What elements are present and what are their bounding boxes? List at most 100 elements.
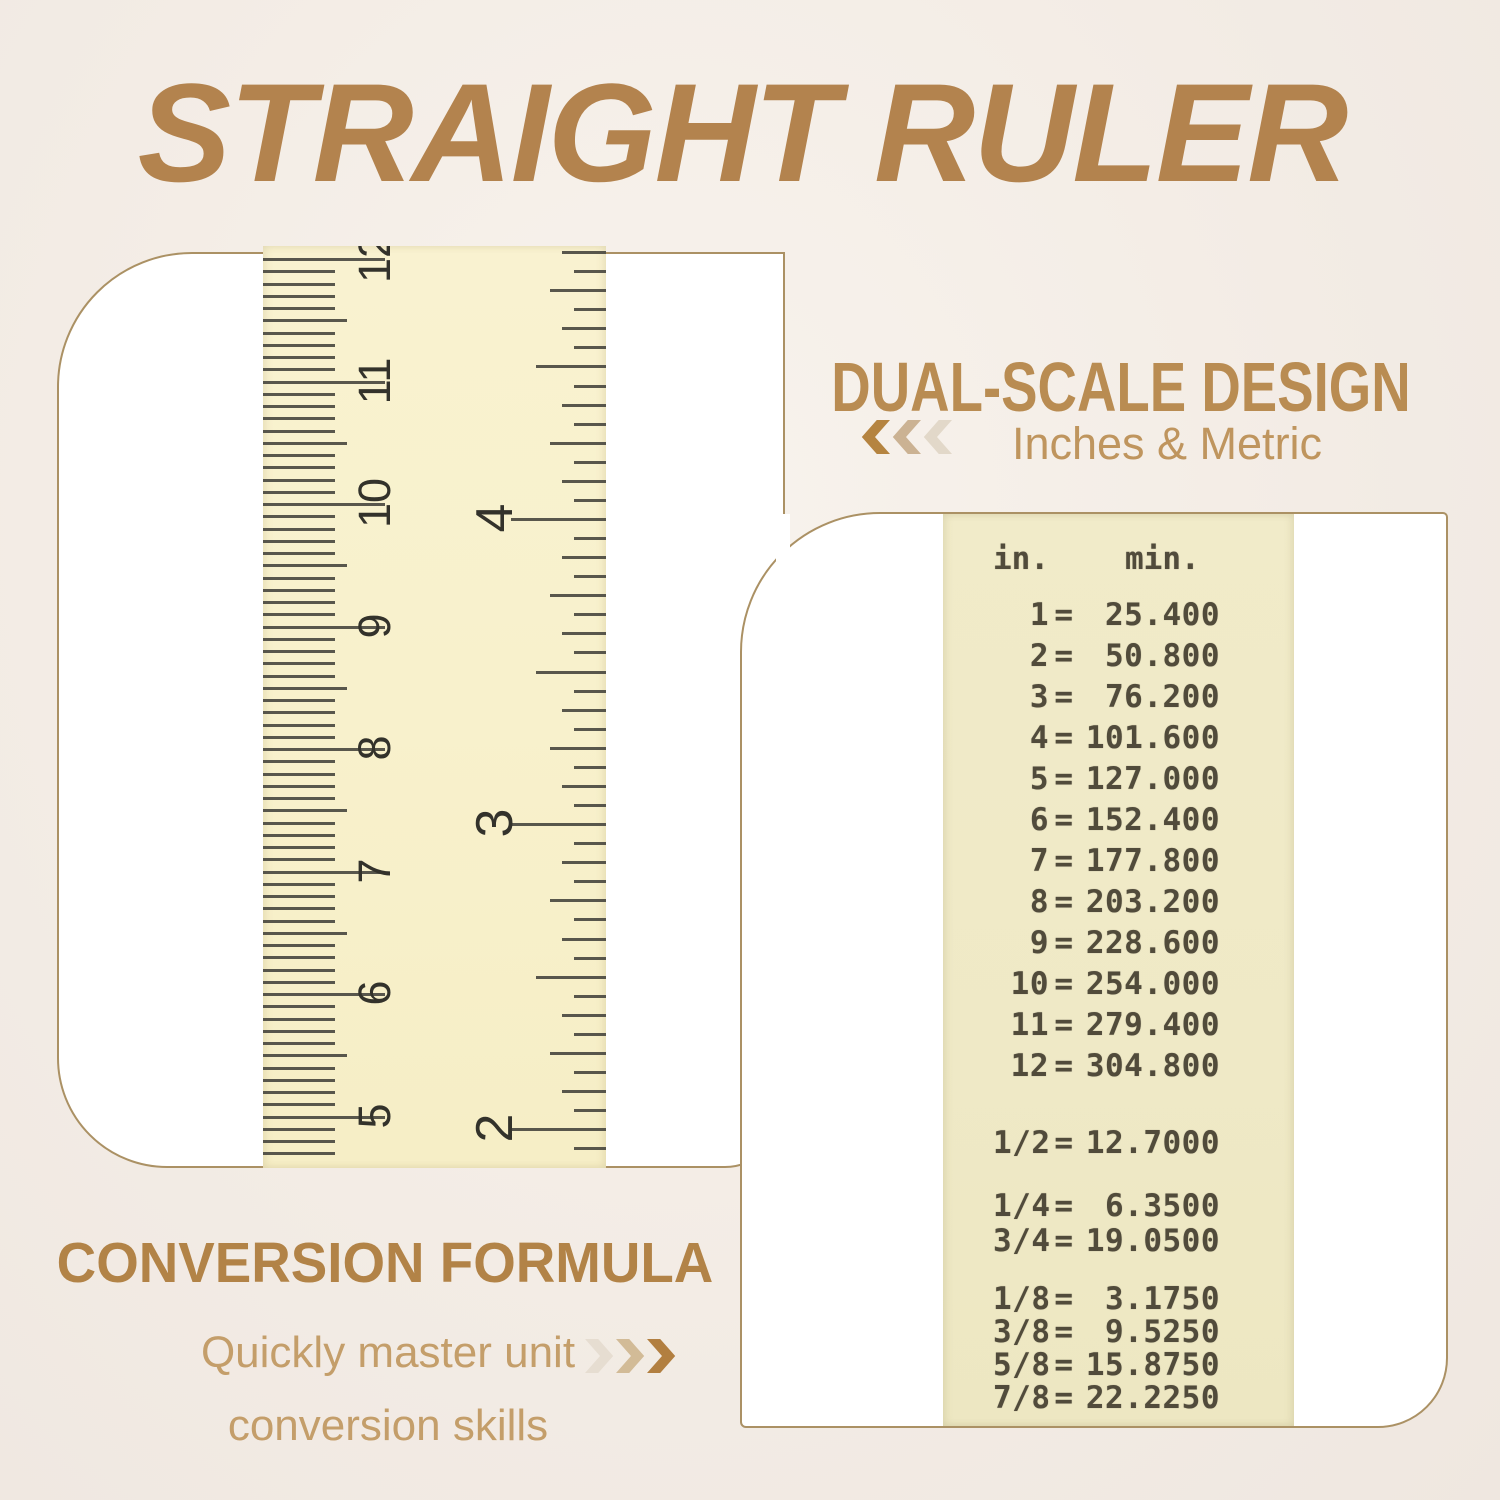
inch-sub-tick [574,422,606,426]
mm-value: 76.200 [1105,678,1220,715]
cm-number: 9 [349,612,400,639]
cm-number: 5 [349,1102,400,1129]
chevron-left-icon [861,420,890,454]
mm-tick [263,711,335,715]
mm-tick [263,637,335,641]
conversion-row: 1 = 25.400 [943,594,1294,635]
mm-value: 203.200 [1085,883,1220,920]
chevron-right-icon [585,1339,614,1373]
inch-sub-tick [574,270,606,274]
whole-inch-rows: 1 = 25.400 2 = 50.800 3 = 76.200 4 = 101.600 5 = 127.0… [943,594,1294,1086]
equals-sign: = [1054,883,1074,920]
inch-sub-tick [574,994,606,998]
chevrons-right [585,1339,678,1373]
inch-sub-tick [536,670,606,674]
inch-sub-tick [574,575,606,579]
inch-sub-tick [562,251,606,255]
inch-sub-tick [574,613,606,617]
mm-tick [263,809,347,813]
ruler-strip: 12 11 10 9 8 7 6 5 4 3 2 [263,246,606,1168]
mm-tick [263,331,335,335]
mm-value: 228.600 [1085,924,1220,961]
equals-sign: = [1054,1187,1074,1224]
conversion-row: 9 = 228.600 [943,922,1294,963]
panel-joint-patch [776,514,790,574]
mm-tick [263,601,335,604]
mm-tick [263,282,335,286]
inch-value: 1/8 [993,1280,1051,1317]
mm-value: 25.400 [1105,596,1220,633]
conversion-heading: CONVERSION FORMULA [56,1231,714,1295]
mm-tick [263,846,335,849]
inch-sub-tick [574,651,606,655]
conversion-row: 6 = 152.400 [943,799,1294,840]
mm-value: 152.400 [1085,801,1220,838]
mm-tick [263,576,335,580]
equals-sign: = [1054,719,1074,756]
inch-tick [511,823,606,827]
cm-tick [263,380,385,384]
mm-value: 12.7000 [1085,1125,1220,1161]
mm-tick [263,478,335,482]
equals-sign: = [1054,678,1074,715]
mm-value: 3.1750 [1105,1280,1220,1317]
inch-sub-tick [550,899,606,903]
mm-tick [263,882,335,886]
mm-value: 101.600 [1085,719,1220,756]
mm-tick [263,319,347,323]
inch-value: 5 [1029,760,1049,797]
inch-tick [511,518,606,521]
inch-value: 7/8 [993,1379,1051,1416]
inch-value: 7 [1029,842,1049,879]
inch-sub-tick [550,594,606,598]
equals-sign: = [1054,637,1074,674]
mm-tick [263,1042,335,1045]
equals-sign: = [1054,1047,1074,1084]
inch-value: 3/4 [993,1222,1051,1259]
inch-sub-tick [574,689,606,693]
cm-tick [263,870,385,874]
inch-sub-tick [562,403,606,407]
mm-tick [263,1140,335,1143]
inch-sub-tick [562,1013,606,1017]
cm-tick [263,258,385,261]
mm-tick [263,343,335,347]
inch-sub-tick [550,289,606,293]
mm-tick [263,417,335,421]
inch-sub-tick [562,708,606,712]
mm-tick [263,968,335,972]
page-title: STRAIGHT RULER [137,54,1349,211]
chevrons-left [860,420,953,454]
inch-number: 2 [466,1113,524,1143]
conversion-card-header: in. min. [943,541,1294,577]
inch-sub-tick [574,765,606,769]
inch-value: 1/4 [993,1187,1051,1224]
mm-tick [263,723,335,727]
mm-tick [263,294,335,298]
chevron-left-icon [892,420,921,454]
equals-sign: = [1054,1346,1074,1383]
inch-sub-tick [574,918,606,922]
mm-tick [263,662,335,666]
mm-tick [263,454,335,457]
cm-number: 6 [349,980,400,1006]
mm-value: 22.2250 [1085,1379,1220,1416]
mm-value: 177.800 [1085,842,1220,879]
chevron-right-icon [647,1339,676,1373]
cm-tick [263,748,385,751]
column-header-mm: min. [1125,541,1200,577]
mm-tick [263,392,335,396]
inch-sub-tick [536,975,606,979]
mm-tick [263,919,335,923]
equals-sign: = [1054,801,1074,838]
quarter-inch-rows: 1/4 = 6.3500 3/4 = 19.0500 [943,1187,1294,1259]
inch-sub-tick [562,556,606,560]
inch-sub-tick [550,1051,606,1055]
conversion-row: 1/2 = 12.7000 [943,1125,1294,1161]
mm-tick [263,1066,335,1070]
mm-tick [263,405,335,408]
equals-sign: = [1054,760,1074,797]
inch-value: 2 [1029,637,1049,674]
equals-sign: = [1054,1280,1074,1317]
